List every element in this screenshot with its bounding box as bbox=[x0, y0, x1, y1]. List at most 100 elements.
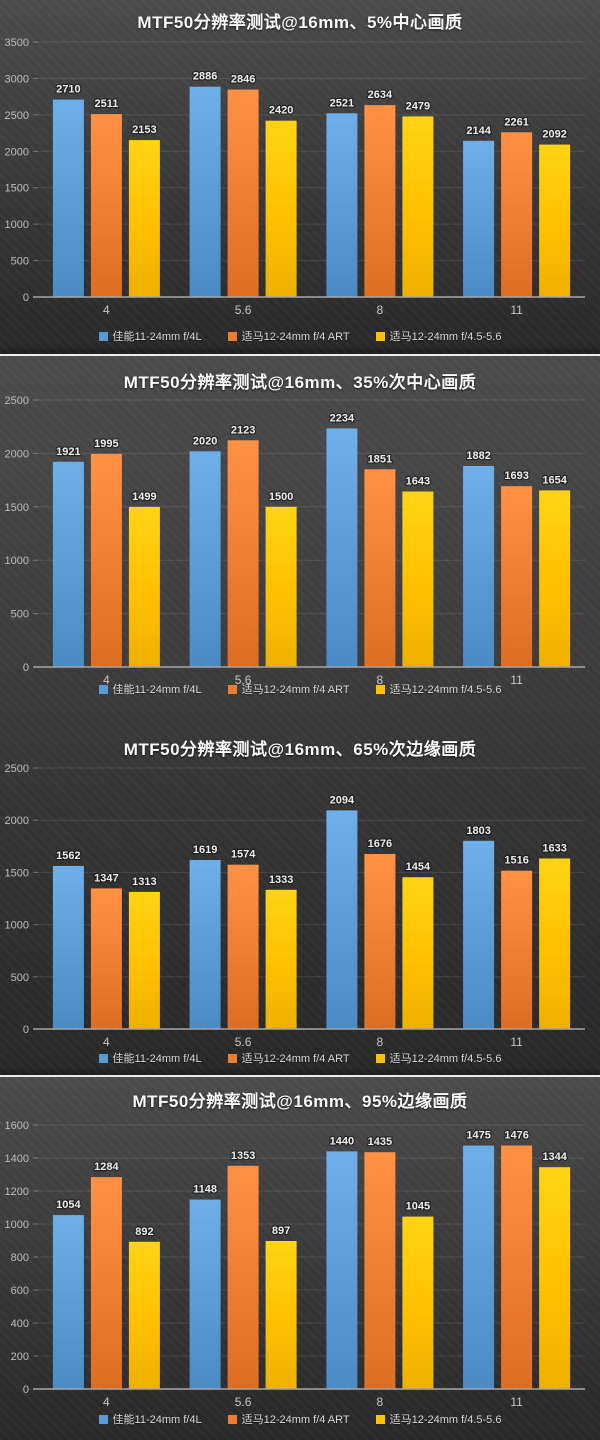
bar-value-label: 1313 bbox=[132, 876, 156, 888]
bar bbox=[364, 469, 396, 667]
legend-item: 佳能11-24mm f/4L bbox=[98, 1411, 202, 1427]
chart-title: MTF50分辨率测试@16mm、95%边缘画质 bbox=[132, 1092, 468, 1111]
bar bbox=[265, 120, 297, 297]
bar-value-label: 2234 bbox=[330, 412, 355, 424]
x-tick-label: 4 bbox=[103, 1035, 110, 1049]
bar bbox=[539, 490, 571, 667]
bar bbox=[227, 1165, 259, 1389]
bar-value-label: 1454 bbox=[406, 861, 431, 873]
bar-value-label: 1654 bbox=[542, 474, 567, 486]
legend-item: 佳能11-24mm f/4L bbox=[98, 328, 202, 344]
legend-label: 适马12-24mm f/4 ART bbox=[241, 331, 350, 343]
bar bbox=[128, 506, 160, 667]
bar bbox=[227, 440, 259, 667]
y-tick-label: 2500 bbox=[5, 763, 29, 775]
bar-value-label: 892 bbox=[135, 1226, 153, 1238]
bar-value-label: 1633 bbox=[542, 843, 566, 855]
bar bbox=[501, 870, 533, 1029]
bar bbox=[463, 140, 495, 297]
bar bbox=[227, 864, 259, 1029]
bar-value-label: 1499 bbox=[132, 491, 156, 503]
x-tick-label: 8 bbox=[377, 1395, 384, 1409]
x-tick-label: 5.6 bbox=[235, 673, 252, 687]
bar-value-label: 1435 bbox=[368, 1136, 392, 1148]
y-tick-label: 1000 bbox=[5, 219, 29, 231]
x-tick-label: 5.6 bbox=[235, 1035, 252, 1049]
bar bbox=[189, 860, 221, 1029]
chart-panel-subedge-65pct: MTF50分辨率测试@16mm、65%次边缘画质 0 500 1000 1500 200… bbox=[0, 715, 600, 1075]
legend-item: 佳能11-24mm f/4L bbox=[98, 681, 202, 697]
legend-swatch-icon bbox=[98, 331, 108, 341]
legend-swatch-icon bbox=[375, 684, 385, 694]
y-tick-label: 1500 bbox=[5, 502, 29, 514]
bar bbox=[402, 116, 434, 298]
bar bbox=[463, 466, 495, 667]
bar-value-label: 2144 bbox=[466, 125, 491, 137]
y-tick-label: 3000 bbox=[5, 73, 29, 85]
legend-swatch-icon bbox=[227, 1053, 237, 1063]
legend-label: 适马12-24mm f/4.5-5.6 bbox=[389, 684, 502, 696]
y-tick-label: 2500 bbox=[5, 110, 29, 122]
legend-label: 适马12-24mm f/4 ART bbox=[241, 684, 350, 696]
y-tick-label: 0 bbox=[23, 662, 29, 674]
chart-legend: 佳能11-24mm f/4L 适马12-24mm f/4 ART 适马12-24mm… bbox=[0, 328, 600, 344]
bar bbox=[128, 1241, 160, 1389]
bar bbox=[265, 506, 297, 667]
bar bbox=[364, 1152, 396, 1389]
bar-value-label: 1851 bbox=[368, 453, 392, 465]
bar-value-label: 1333 bbox=[269, 874, 293, 886]
x-tick-label: 5.6 bbox=[235, 303, 252, 317]
bar-chart-canvas: 0 200 400 600 800 1000 1200 1400 1600 1054 1284 892… bbox=[5, 1120, 585, 1409]
bar-value-label: 1045 bbox=[406, 1201, 430, 1213]
y-tick-label: 500 bbox=[11, 609, 29, 621]
y-tick-label: 1000 bbox=[5, 1219, 29, 1231]
y-tick-label: 1000 bbox=[5, 920, 29, 932]
chart-legend: 佳能11-24mm f/4L 适马12-24mm f/4 ART 适马12-24mm… bbox=[0, 1050, 600, 1066]
bar-value-label: 1475 bbox=[466, 1130, 490, 1142]
x-tick-label: 4 bbox=[103, 1395, 110, 1409]
bar bbox=[189, 86, 221, 297]
y-tick-label: 2000 bbox=[5, 448, 29, 460]
screenshot-section-1: MTF50分辨率测试@16mm、5%中心画质 0 500 1000 1500 2000 2… bbox=[0, 0, 600, 354]
bar-value-label: 2153 bbox=[132, 124, 156, 136]
bar bbox=[189, 451, 221, 667]
y-tick-label: 800 bbox=[11, 1252, 29, 1264]
legend-swatch-icon bbox=[98, 1414, 108, 1424]
bar-value-label: 1440 bbox=[330, 1135, 354, 1147]
screenshot-section-2: MTF50分辨率测试@16mm、35%次中心画质 0 500 1000 1500 200… bbox=[0, 356, 600, 1075]
chart-panel-edge-95pct: MTF50分辨率测试@16mm、95%边缘画质 0 200 400 600 800 100… bbox=[0, 1077, 600, 1440]
screenshot-section-3: MTF50分辨率测试@16mm、95%边缘画质 0 200 400 600 800 100… bbox=[0, 1077, 600, 1440]
bar bbox=[90, 114, 122, 297]
bar-value-label: 2511 bbox=[94, 98, 118, 110]
legend-label: 适马12-24mm f/4.5-5.6 bbox=[389, 1053, 502, 1065]
bar-chart-canvas: 0 500 1000 1500 2000 2500 3000 3500 2710 2511 2153… bbox=[5, 37, 585, 317]
y-tick-label: 1000 bbox=[5, 555, 29, 567]
y-tick-label: 200 bbox=[11, 1351, 29, 1363]
legend-swatch-icon bbox=[227, 684, 237, 694]
bar bbox=[227, 89, 259, 297]
x-tick-label: 8 bbox=[377, 303, 384, 317]
legend-item: 适马12-24mm f/4.5-5.6 bbox=[375, 1411, 501, 1427]
legend-label: 佳能11-24mm f/4L bbox=[112, 684, 202, 696]
y-tick-label: 500 bbox=[11, 256, 29, 268]
bar bbox=[90, 1177, 122, 1389]
bar-value-label: 2846 bbox=[231, 74, 255, 86]
y-tick-label: 1200 bbox=[5, 1186, 29, 1198]
bar bbox=[463, 1145, 495, 1389]
bar-value-label: 1803 bbox=[466, 825, 490, 837]
y-tick-label: 2000 bbox=[5, 146, 29, 158]
panel-separator bbox=[0, 354, 600, 356]
legend-item: 适马12-24mm f/4.5-5.6 bbox=[375, 681, 502, 697]
chart-legend: 佳能11-24mm f/4L 适马12-24mm f/4 ART 适马12-24mm… bbox=[0, 1411, 600, 1427]
legend-swatch-icon bbox=[98, 684, 108, 694]
bar-value-label: 2710 bbox=[56, 84, 80, 96]
bar bbox=[539, 1167, 571, 1389]
x-tick-label: 4 bbox=[103, 303, 110, 317]
bar bbox=[539, 858, 571, 1029]
bar bbox=[128, 140, 160, 297]
y-tick-label: 2500 bbox=[5, 395, 29, 407]
legend-item: 适马12-24mm f/4 ART bbox=[227, 681, 350, 697]
y-tick-label: 600 bbox=[11, 1285, 29, 1297]
bar bbox=[501, 486, 533, 667]
x-tick-label: 11 bbox=[510, 1395, 523, 1409]
